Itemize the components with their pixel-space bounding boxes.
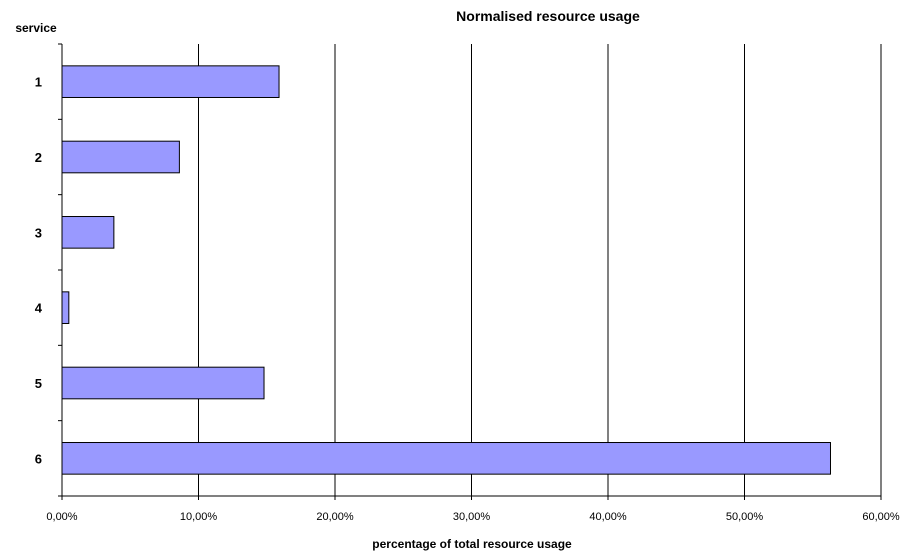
- x-tick-label: 60,00%: [862, 511, 900, 523]
- y-axis-title: service: [15, 21, 57, 35]
- bar-service-2: [61, 140, 180, 174]
- x-axis-title: percentage of total resource usage: [372, 537, 572, 551]
- category-label: 6: [35, 451, 42, 466]
- axes: [58, 43, 882, 500]
- bar-service-5: [61, 366, 265, 400]
- category-label: 3: [35, 225, 42, 240]
- x-tick-label: 50,00%: [726, 511, 764, 523]
- category-label: 4: [35, 301, 43, 316]
- bar-service-6: [61, 442, 831, 475]
- bars: [61, 65, 831, 475]
- grid-lines: [198, 44, 882, 496]
- x-tick-label: 0,00%: [46, 511, 77, 523]
- bar-service-1: [61, 65, 280, 98]
- bar-service-4: [61, 291, 70, 324]
- x-tick-label: 40,00%: [589, 511, 627, 523]
- x-tick-label: 20,00%: [316, 511, 354, 523]
- category-label: 2: [35, 150, 42, 165]
- x-tick-label: 30,00%: [453, 511, 491, 523]
- bar-service-3: [61, 216, 115, 249]
- x-tick-label: 10,00%: [180, 511, 218, 523]
- category-label: 1: [35, 75, 42, 90]
- category-label: 5: [35, 376, 42, 391]
- chart-title: Normalised resource usage: [456, 8, 640, 24]
